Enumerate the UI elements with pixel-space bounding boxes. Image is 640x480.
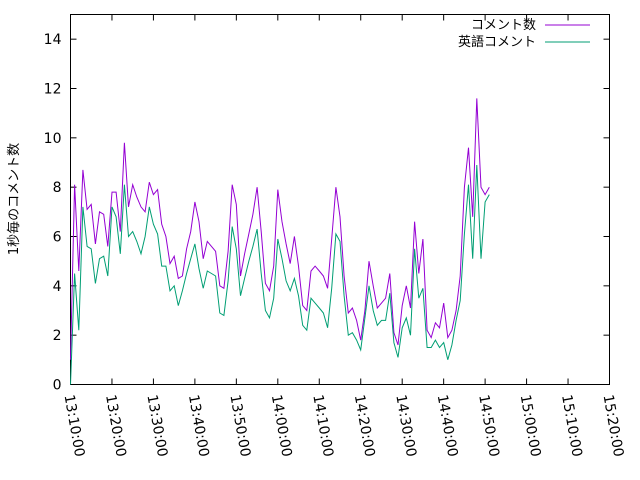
series-line-comments xyxy=(70,98,490,360)
y-tick-label: 4 xyxy=(53,279,62,295)
y-tick-label: 12 xyxy=(44,82,62,98)
legend-label-english-comments: 英語コメント xyxy=(458,34,536,50)
x-tick-label: 13:20:00 xyxy=(102,393,129,458)
plot-frame xyxy=(70,14,610,385)
y-tick-label: 0 xyxy=(53,378,62,394)
x-tick-label: 13:40:00 xyxy=(185,393,212,458)
x-tick-label: 14:50:00 xyxy=(475,393,502,458)
y-tick-label: 10 xyxy=(44,131,62,147)
y-tick-label: 8 xyxy=(53,180,62,196)
series-layer xyxy=(70,98,490,385)
x-tick-label: 14:30:00 xyxy=(392,393,419,458)
x-tick-label: 14:20:00 xyxy=(351,393,378,458)
legend-label-comments: コメント数 xyxy=(471,18,536,33)
x-tick-label: 15:00:00 xyxy=(517,393,544,458)
x-tick-label: 15:10:00 xyxy=(558,393,585,458)
x-tick-label: 14:10:00 xyxy=(309,393,336,458)
x-tick-label: 13:10:00 xyxy=(61,393,88,458)
x-tick-label: 15:20:00 xyxy=(600,393,627,458)
x-tick-label: 13:50:00 xyxy=(226,393,253,458)
series-line-english-comments xyxy=(70,164,490,385)
y-tick-label: 2 xyxy=(53,328,62,344)
x-tick-label: 14:40:00 xyxy=(434,393,461,458)
x-tick-label: 14:00:00 xyxy=(268,393,295,458)
legend-item-comments: コメント数 xyxy=(471,18,590,33)
y-axis-label: 1秒毎のコメント数 xyxy=(6,143,22,255)
y-tick-label: 6 xyxy=(53,230,62,246)
legend: コメント数 英語コメント xyxy=(458,18,590,50)
x-tick-label: 13:30:00 xyxy=(143,393,170,458)
y-tick-label: 14 xyxy=(44,32,62,48)
y-axis: 0 2 4 6 8 10 12 14 xyxy=(44,32,610,394)
legend-item-english-comments: 英語コメント xyxy=(458,34,590,50)
